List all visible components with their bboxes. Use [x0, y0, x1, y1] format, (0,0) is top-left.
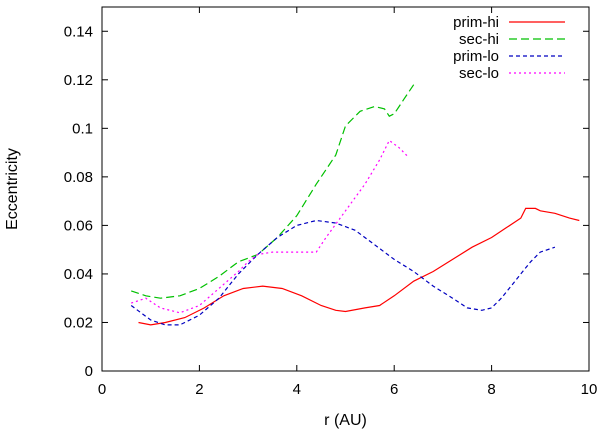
legend-label-prim-hi: prim-hi	[453, 14, 499, 31]
x-tick-label: 8	[487, 381, 495, 398]
y-tick-label: 0.14	[64, 23, 93, 40]
series-line-prim-lo	[130, 219, 556, 326]
plot-frame	[101, 6, 590, 372]
y-tick-label: 0.04	[64, 266, 93, 283]
series-lines	[130, 84, 580, 326]
y-tick-label: 0.08	[64, 169, 93, 186]
x-axis-title: r (AU)	[324, 412, 367, 429]
y-axis-title: Eccentricity	[4, 148, 21, 230]
y-tick-label: 0.1	[72, 120, 93, 137]
x-tick-label: 10	[581, 381, 598, 398]
y-tick-label: 0	[85, 363, 93, 380]
x-tick-label: 0	[98, 381, 106, 398]
series-line-sec-lo	[131, 139, 410, 314]
series-line-prim-hi	[138, 207, 580, 326]
y-tick-label: 0.06	[64, 217, 93, 234]
series-line-sec-hi	[131, 84, 415, 299]
legend-label-sec-hi: sec-hi	[459, 31, 499, 48]
x-tick-label: 6	[390, 381, 398, 398]
axis-ticks	[101, 7, 590, 372]
legend-label-prim-lo: prim-lo	[453, 48, 499, 65]
x-tick-label: 2	[195, 381, 203, 398]
x-tick-label: 4	[293, 381, 301, 398]
legend-label-sec-lo: sec-lo	[459, 65, 499, 82]
y-tick-label: 0.02	[64, 314, 93, 331]
y-tick-label: 0.12	[64, 72, 93, 89]
tick-labels: 0 2 4 6 8 10 0 0.02 0.04 0.06 0.08 0.1 0.12 0.14	[64, 23, 598, 398]
